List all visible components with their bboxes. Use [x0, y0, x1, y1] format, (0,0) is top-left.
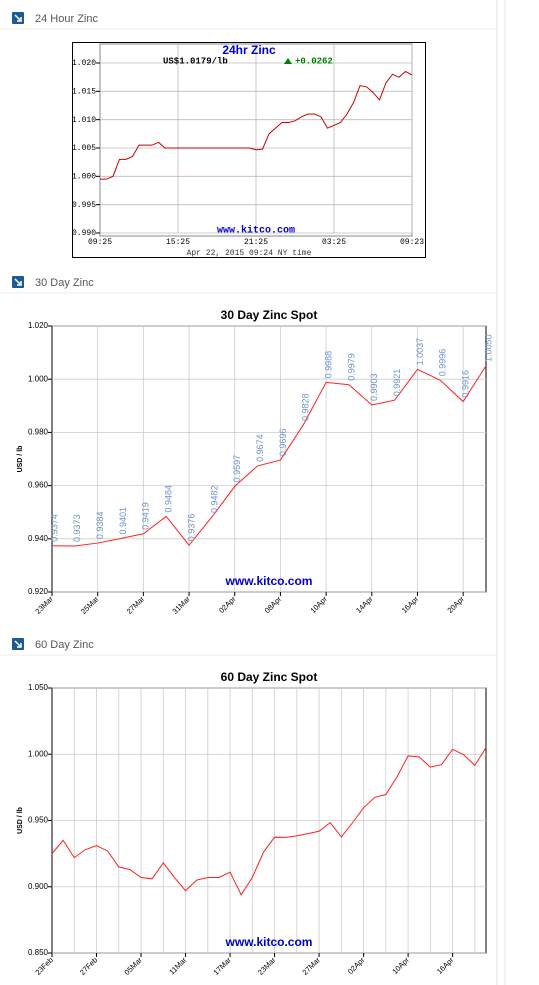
x-tick-label: 20Apr	[445, 594, 466, 615]
x-tick-label: 27Feb	[78, 955, 99, 976]
price-line	[51, 365, 487, 547]
y-axis-label: USD / lb	[17, 807, 24, 834]
y-tick-label: 0.900	[28, 882, 49, 891]
section-icon-arrow	[14, 278, 22, 286]
value-label: 0.9828	[301, 393, 311, 421]
chart-title: 60 Day Zinc Spot	[221, 670, 318, 684]
watermark: www.kitco.com	[217, 225, 295, 237]
value-label: 0.9903	[369, 373, 379, 401]
y-tick-label: 0.850	[28, 948, 49, 957]
x-tick-label: 14Apr	[354, 594, 375, 615]
value-label: 0.9696	[278, 429, 288, 457]
x-tick-label: 27Mar	[300, 955, 322, 977]
x-tick-label: 05Mar	[122, 955, 144, 977]
price-line	[100, 70, 413, 180]
value-label: 0.9374	[49, 514, 59, 542]
x-tick-label: 09:25	[88, 238, 112, 247]
value-label: 0.9376	[186, 514, 196, 542]
section-title: 30 Day Zinc	[35, 277, 94, 289]
value-label: 0.9979	[346, 353, 356, 381]
y-tick-label: 1.050	[28, 683, 49, 692]
y-tick-label: 1.000	[28, 374, 49, 383]
y-tick-label: 1.000	[72, 172, 96, 181]
section-title: 24 Hour Zinc	[35, 13, 98, 25]
chart-title: 24hr Zinc	[222, 43, 276, 57]
value-label: 1.0050	[483, 334, 493, 362]
y-tick-label: 1.005	[72, 144, 96, 153]
x-tick-label: 17Mar	[211, 955, 233, 977]
section-icon-arrow	[14, 640, 22, 648]
value-label: 0.9674	[255, 434, 265, 462]
value-label: 0.9921	[392, 369, 402, 397]
x-tick-label: 27Mar	[125, 594, 147, 616]
value-label: 0.9988	[323, 351, 333, 379]
watermark: www.kitco.com	[225, 935, 313, 949]
value-label: 0.9384	[95, 512, 105, 540]
x-tick-label: 16Apr	[400, 594, 421, 615]
change: +0.0262	[295, 56, 333, 66]
section-icon-arrow	[14, 14, 22, 22]
y-tick-label: 1.000	[28, 749, 49, 758]
chart-title: 30 Day Zinc Spot	[221, 308, 318, 322]
watermark: www.kitco.com	[225, 574, 313, 588]
x-tick-label: 23Mar	[256, 955, 278, 977]
value-label: 0.9419	[141, 502, 151, 530]
y-tick-label: 1.020	[28, 321, 49, 330]
x-tick-label: 08Apr	[263, 594, 284, 615]
x-tick-label: 15:25	[166, 238, 190, 247]
x-tick-label: 31Mar	[170, 594, 192, 616]
y-tick-label: 1.015	[72, 87, 96, 96]
x-tick-label: 09:23	[400, 238, 424, 247]
y-tick-label: 1.010	[72, 116, 96, 125]
x-tick-label: 03:25	[322, 238, 346, 247]
y-axis-label: USD / lb	[17, 446, 24, 473]
plot-frame	[51, 325, 487, 593]
price: US$1.0179/lb	[163, 56, 228, 66]
price-line	[51, 747, 487, 896]
y-tick-label: 0.995	[72, 201, 96, 210]
y-tick-label: 0.950	[28, 816, 49, 825]
y-tick-label: 0.980	[28, 428, 49, 437]
value-label: 1.0037	[415, 338, 425, 366]
value-label: 0.9597	[232, 455, 242, 483]
x-tick-label: 10Apr	[308, 594, 329, 615]
y-tick-label: 0.990	[72, 229, 96, 238]
value-label: 0.9484	[164, 485, 174, 513]
value-label: 0.9482	[209, 485, 219, 513]
value-label: 0.9401	[118, 507, 128, 535]
x-tick-label: 10Apr	[390, 955, 411, 976]
x-tick-label: 02Apr	[217, 594, 238, 615]
y-tick-label: 0.940	[28, 534, 49, 543]
x-tick-label: 02Apr	[346, 955, 367, 976]
x-tick-label: 23Mar	[33, 594, 55, 616]
change-arrow	[284, 58, 292, 64]
value-label: 0.9916	[461, 370, 471, 398]
value-label: 0.9996	[438, 349, 448, 377]
y-tick-label: 0.920	[28, 587, 49, 596]
x-tick-label: 25Mar	[79, 594, 101, 616]
timestamp: Apr 22, 2015 09:24 NY time	[187, 249, 312, 258]
x-tick-label: 21:25	[244, 238, 268, 247]
x-tick-label: 23Feb	[33, 955, 54, 976]
y-tick-label: 1.020	[72, 59, 96, 68]
y-tick-label: 0.960	[28, 481, 49, 490]
x-tick-label: 16Apr	[435, 955, 456, 976]
x-tick-label: 11Mar	[167, 955, 188, 976]
value-label: 0.9373	[72, 514, 82, 542]
section-title: 60 Day Zinc	[35, 639, 94, 651]
